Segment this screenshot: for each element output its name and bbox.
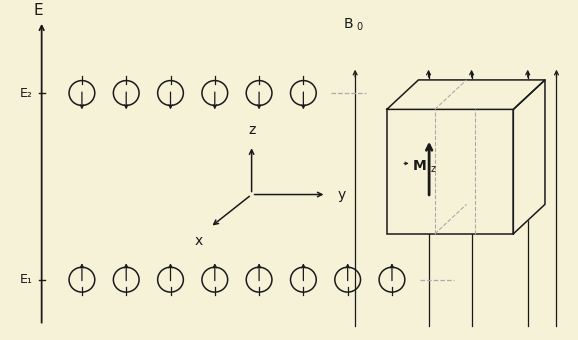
Text: z: z [431,164,435,174]
Text: M: M [413,159,427,173]
Text: E₂: E₂ [20,86,33,100]
Text: z: z [248,123,255,137]
Text: E: E [34,3,43,18]
Text: B: B [344,17,353,31]
Polygon shape [513,80,545,234]
Polygon shape [387,80,545,109]
Polygon shape [387,109,513,234]
Text: x: x [195,234,203,248]
Text: 0: 0 [356,22,362,32]
Text: E₁: E₁ [20,273,33,286]
Text: y: y [338,188,346,202]
